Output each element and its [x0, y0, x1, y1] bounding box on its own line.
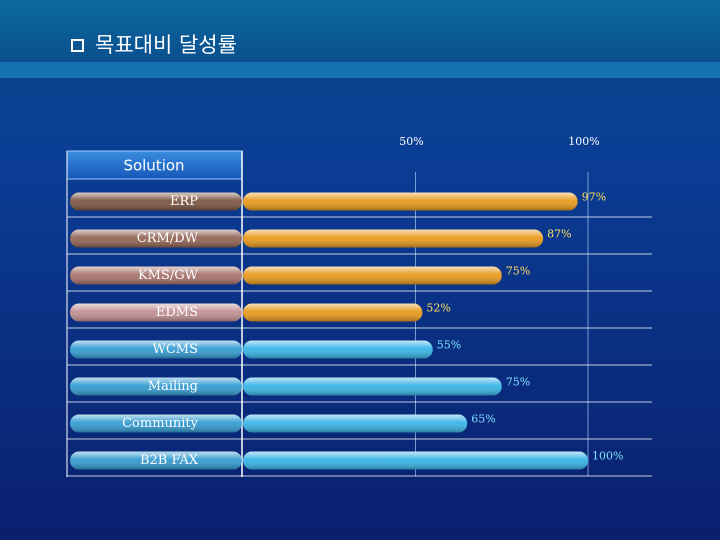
header-band — [0, 0, 720, 62]
bar-shine — [243, 266, 502, 285]
value-label: 75% — [506, 265, 530, 278]
category-pill-shine — [70, 303, 242, 322]
category-label: EDMS — [156, 305, 198, 320]
bar-shine — [243, 414, 468, 433]
value-label: 55% — [437, 339, 461, 352]
category-label: WCMS — [152, 342, 198, 357]
bar-shine — [243, 377, 502, 396]
category-pill-shine — [70, 414, 242, 433]
bar-shine — [243, 451, 588, 470]
category-pill-shine — [70, 451, 242, 470]
column-header-box — [66, 150, 243, 180]
category-pill-shine — [70, 229, 242, 248]
value-label: 75% — [506, 376, 530, 389]
value-label: 97% — [582, 191, 606, 204]
column-header: Solution — [123, 157, 184, 175]
bar-shine — [243, 229, 544, 248]
category-label: B2B FAX — [140, 453, 199, 468]
category-pill-shine — [70, 192, 242, 211]
x-tick-label: 50% — [399, 135, 423, 148]
category-pill-shine — [70, 266, 242, 285]
title-bullet — [71, 39, 84, 52]
category-pill-shine — [70, 340, 242, 359]
bar-shine — [243, 303, 423, 322]
category-label: CRM/DW — [137, 231, 199, 246]
category-label: Mailing — [148, 379, 198, 394]
x-tick-label: 100% — [568, 135, 599, 148]
bar-shine — [243, 192, 578, 211]
header-stripe — [0, 62, 720, 78]
value-label: 87% — [547, 228, 571, 241]
value-label: 100% — [592, 450, 623, 463]
chart-title: 목표대비 달성률 — [95, 33, 237, 57]
category-label: Community — [122, 416, 199, 431]
category-pill-shine — [70, 377, 242, 396]
category-label: KMS/GW — [138, 268, 199, 283]
value-label: 52% — [426, 302, 450, 315]
value-label: 65% — [471, 413, 495, 426]
category-label: ERP — [170, 194, 198, 209]
bar-shine — [243, 340, 433, 359]
